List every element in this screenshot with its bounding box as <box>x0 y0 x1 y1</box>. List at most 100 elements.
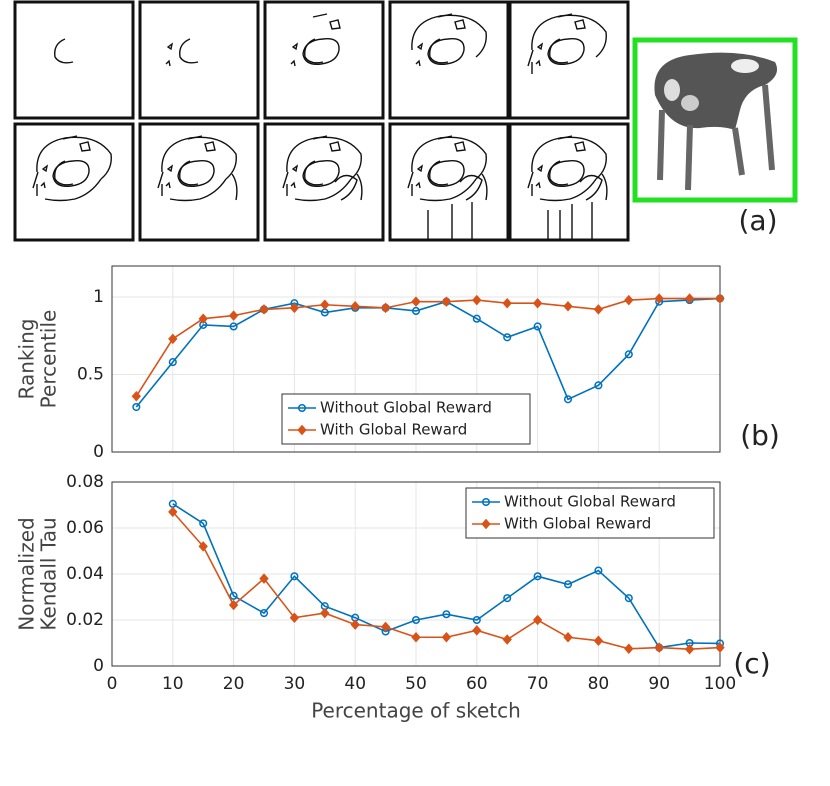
marker <box>380 621 391 633</box>
sketch-stroke <box>547 38 585 65</box>
marker <box>131 390 141 402</box>
marker <box>715 642 725 653</box>
sketch-stroke <box>411 136 487 180</box>
x-tick-label: 40 <box>344 674 366 694</box>
y-tick-label: 1 <box>93 287 104 307</box>
sketch-frame <box>13 122 135 242</box>
x-axis-label: Percentage of sketch <box>311 699 521 723</box>
x-tick-label: 0 <box>107 674 118 694</box>
sketch-stroke <box>54 38 74 64</box>
marker <box>350 619 360 630</box>
legend-label: Without Global Reward <box>320 399 492 417</box>
sketch-stroke <box>427 38 465 65</box>
sketch-frame <box>508 0 630 120</box>
x-tick-label: 20 <box>223 674 245 694</box>
marker <box>320 607 330 619</box>
legend-marker <box>297 424 307 436</box>
sketch <box>527 13 607 74</box>
marker <box>624 294 634 306</box>
sketch-stroke <box>231 173 238 201</box>
marker <box>380 302 391 314</box>
marker <box>715 293 725 304</box>
y-tick-label: 0 <box>93 656 104 676</box>
x-tick-label: 30 <box>284 674 306 694</box>
marker <box>624 594 633 603</box>
sketch-stroke <box>302 38 340 65</box>
sketch <box>32 135 112 202</box>
x-tick-label: 80 <box>588 674 610 694</box>
data-line <box>172 503 721 649</box>
marker <box>684 643 695 655</box>
y-axis-label: Ranking <box>15 319 39 400</box>
sketch-stroke <box>334 174 358 201</box>
sketch-stroke <box>579 174 603 201</box>
panel-label: (b) <box>740 419 780 452</box>
marker <box>228 599 239 611</box>
sketch-stroke <box>290 42 299 67</box>
sketch-stroke <box>527 49 534 74</box>
data-line <box>135 297 721 408</box>
sketch-stroke <box>282 171 289 196</box>
sketch-stroke <box>312 13 341 30</box>
sketch-stroke <box>539 178 597 202</box>
marker <box>350 301 360 312</box>
sketch-stroke <box>459 174 483 201</box>
sketch <box>54 38 74 64</box>
x-tick-label: 90 <box>648 674 670 694</box>
marker <box>259 573 269 584</box>
sketch-stroke <box>481 173 488 201</box>
y-axis-label: Kendall Tau <box>37 517 61 630</box>
sketch-frame <box>388 0 510 120</box>
marker <box>168 506 178 518</box>
sketch-stroke <box>427 202 473 240</box>
marker <box>199 519 208 528</box>
sketch-stroke <box>547 202 593 240</box>
marker <box>654 642 664 653</box>
sketch-stroke <box>165 164 174 189</box>
sketch-frame <box>138 0 260 120</box>
marker <box>472 625 482 636</box>
y-axis-label: Normalized <box>15 517 39 630</box>
sketch-frame <box>13 0 135 120</box>
marker <box>593 635 604 646</box>
sketch-frame <box>508 122 630 242</box>
sketch-stroke <box>40 164 49 189</box>
sketch-stroke <box>179 38 199 64</box>
sketch-stroke <box>44 178 102 202</box>
legend-marker <box>481 518 491 530</box>
marker <box>533 572 542 581</box>
sketch-stroke <box>32 171 39 196</box>
sketch-stroke <box>177 160 215 187</box>
marker <box>472 615 481 625</box>
marker <box>532 297 543 309</box>
marker <box>289 612 300 623</box>
marker <box>503 333 512 342</box>
legend-label: With Global Reward <box>504 515 651 533</box>
marker <box>289 302 300 314</box>
sketch-stroke <box>427 160 465 187</box>
marker <box>594 381 603 390</box>
panel-label: (a) <box>738 204 777 237</box>
legend-label: Without Global Reward <box>504 493 676 511</box>
marker <box>624 350 633 359</box>
sketch <box>282 135 363 202</box>
marker <box>168 358 177 367</box>
marker <box>442 610 451 619</box>
marker <box>563 580 573 589</box>
sketch-frame <box>388 122 510 242</box>
y-tick-label: 0.02 <box>66 610 104 630</box>
sketch <box>165 38 199 67</box>
marker <box>532 614 543 626</box>
sketch-stroke <box>165 42 174 67</box>
sketch-stroke <box>157 171 164 196</box>
sketch-stroke <box>601 173 608 201</box>
sketch-stroke <box>36 136 112 180</box>
legend-box <box>465 487 715 539</box>
x-tick-label: 60 <box>466 674 488 694</box>
sketch-stroke <box>407 171 414 196</box>
sketch-stroke <box>531 136 607 180</box>
marker <box>654 293 664 304</box>
sketch-stroke <box>415 164 424 189</box>
marker <box>594 566 603 575</box>
